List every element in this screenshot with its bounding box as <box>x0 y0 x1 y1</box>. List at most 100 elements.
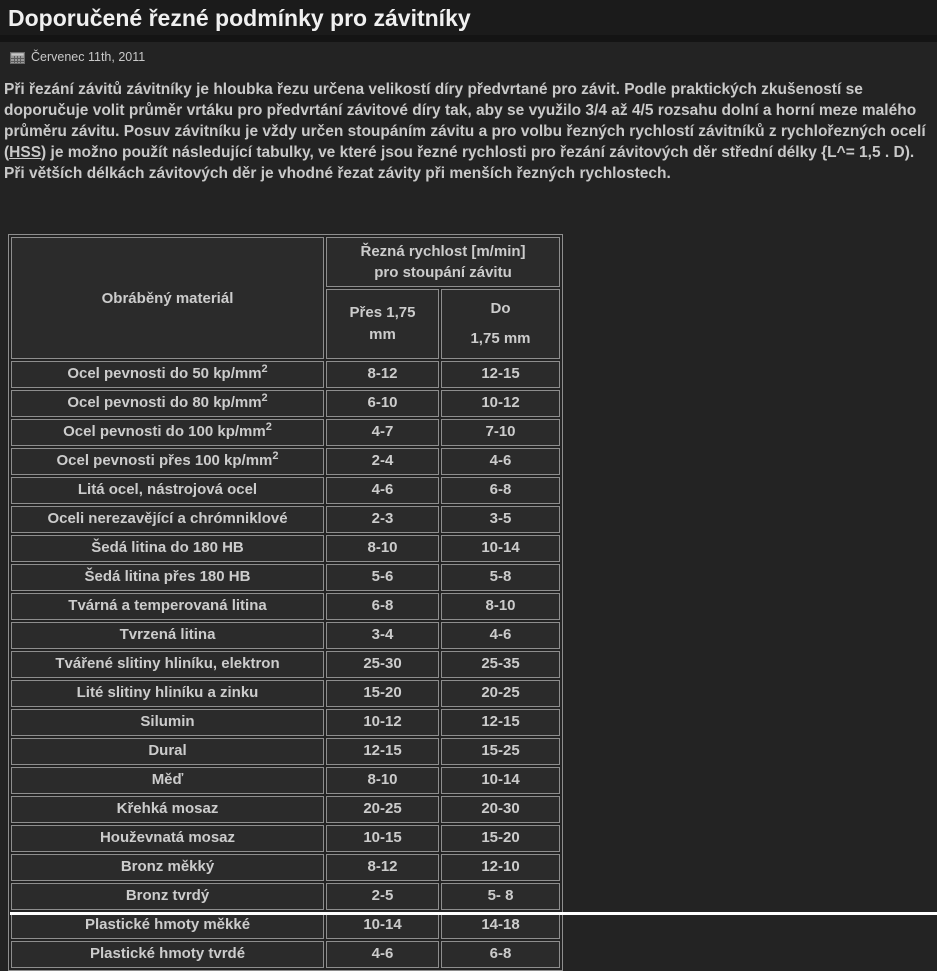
speed-under-cell: 12-10 <box>441 854 560 881</box>
table-row: Tvářené slitiny hliníku, elektron 25-30 25… <box>11 651 560 678</box>
cutting-speed-table: Obráběný materiál Řezná rychlost [m/min]… <box>8 234 563 971</box>
material-label: Plastické hmoty tvrdé <box>89 945 246 962</box>
speed-over-cell: 8-10 <box>326 767 439 794</box>
speed-over-cell: 2-4 <box>326 448 439 475</box>
intro-text-after-link: ) je možno použít následující tabulky, v… <box>4 144 915 182</box>
speed-over-cell: 2-3 <box>326 506 439 533</box>
table-row: Křehká mosaz 20-25 20-30 <box>11 796 560 823</box>
speed-under-cell: 10-12 <box>441 390 560 417</box>
material-cell: Silumin <box>11 709 324 736</box>
material-superscript: 2 <box>265 421 272 433</box>
material-label: Silumin <box>140 713 195 730</box>
table-row: Plastické hmoty měkké 10-14 14-18 <box>11 912 560 939</box>
material-label: Ocel pevnosti do 100 kp/mm <box>63 423 266 440</box>
table-row: Oceli nerezavějící a chrómniklové 2-3 3-5 <box>11 506 560 533</box>
table-row: Tvrzená litina 3-4 4-6 <box>11 622 560 649</box>
speed-over-cell: 5-6 <box>326 564 439 591</box>
speed-under-cell: 8-10 <box>441 593 560 620</box>
speed-under-cell: 5-8 <box>441 564 560 591</box>
table-body: Ocel pevnosti do 50 kp/mm2 8-12 12-15 Ocel … <box>11 361 560 968</box>
table-row: Ocel pevnosti přes 100 kp/mm2 2-4 4-6 <box>11 448 560 475</box>
material-cell: Lité slitiny hliníku a zinku <box>11 680 324 707</box>
speed-over-cell: 10-14 <box>326 912 439 939</box>
material-label: Měď <box>151 771 184 788</box>
speed-over-cell: 25-30 <box>326 651 439 678</box>
material-cell: Tvrzená litina <box>11 622 324 649</box>
speed-under-cell: 25-35 <box>441 651 560 678</box>
material-cell: Křehká mosaz <box>11 796 324 823</box>
table-header-row-1: Obráběný materiál Řezná rychlost [m/min]… <box>11 237 560 359</box>
material-label: Oceli nerezavějící a chrómniklové <box>47 510 288 527</box>
material-label: Ocel pevnosti do 80 kp/mm <box>67 394 262 411</box>
material-cell: Tvářené slitiny hliníku, elektron <box>11 651 324 678</box>
table-header-row-2: Přes 1,75 mm Do 1,75 mm <box>11 289 560 359</box>
intro-text-before-link: Při řezání závitů závitníky je hloubka ř… <box>4 81 926 161</box>
table-row: Dural 12-15 15-25 <box>11 738 560 765</box>
material-superscript: 2 <box>272 450 279 462</box>
speed-under-cell: 20-30 <box>441 796 560 823</box>
table-row: Bronz měkký 8-12 12-10 <box>11 854 560 881</box>
table-row: Šedá litina do 180 HB 8-10 10-14 <box>11 535 560 562</box>
speed-under-cell: 10-14 <box>441 535 560 562</box>
table-row: Tvárná a temperovaná litina 6-8 8-10 <box>11 593 560 620</box>
material-cell: Plastické hmoty měkké <box>11 912 324 939</box>
speed-under-cell: 7-10 <box>441 419 560 446</box>
col-header-over-pitch: Přes 1,75 mm <box>326 289 439 359</box>
material-label: Bronz tvrdý <box>125 887 210 904</box>
speed-under-cell: 12-15 <box>441 361 560 388</box>
speed-under-cell: 5- 8 <box>441 883 560 910</box>
material-cell: Plastické hmoty tvrdé <box>11 941 324 968</box>
speed-under-cell: 6-8 <box>441 941 560 968</box>
speed-over-cell: 3-4 <box>326 622 439 649</box>
speed-under-cell: 15-20 <box>441 825 560 852</box>
material-cell: Bronz měkký <box>11 854 324 881</box>
material-label: Houževnatá mosaz <box>99 829 236 846</box>
material-superscript: 2 <box>261 392 268 404</box>
speed-over-cell: 8-10 <box>326 535 439 562</box>
table-row: Lité slitiny hliníku a zinku 15-20 20-25 <box>11 680 560 707</box>
material-cell: Měď <box>11 767 324 794</box>
material-label: Tvrzená litina <box>119 626 216 643</box>
material-label: Lité slitiny hliníku a zinku <box>76 684 259 701</box>
calendar-icon <box>10 51 25 64</box>
speed-under-cell: 20-25 <box>441 680 560 707</box>
speed-over-cell: 20-25 <box>326 796 439 823</box>
material-label: Ocel pevnosti do 50 kp/mm <box>67 365 262 382</box>
table-row: Měď 8-10 10-14 <box>11 767 560 794</box>
speed-over-cell: 4-7 <box>326 419 439 446</box>
speed-under-cell: 15-25 <box>441 738 560 765</box>
hss-link[interactable]: HSS <box>9 144 42 161</box>
speed-over-cell: 8-12 <box>326 361 439 388</box>
table-row: Silumin 10-12 12-15 <box>11 709 560 736</box>
table-row: Plastické hmoty tvrdé 4-6 6-8 <box>11 941 560 968</box>
speed-over-cell: 12-15 <box>326 738 439 765</box>
speed-over-cell: 6-10 <box>326 390 439 417</box>
speed-over-cell: 10-15 <box>326 825 439 852</box>
material-label: Litá ocel, nástrojová ocel <box>77 481 258 498</box>
speed-over-cell: 8-12 <box>326 854 439 881</box>
material-cell: Ocel pevnosti přes 100 kp/mm2 <box>11 448 324 475</box>
speed-over-cell: 15-20 <box>326 680 439 707</box>
speed-under-cell: 3-5 <box>441 506 560 533</box>
speed-under-cell: 10-14 <box>441 767 560 794</box>
material-superscript: 2 <box>261 363 268 375</box>
material-cell: Houževnatá mosaz <box>11 825 324 852</box>
table-row: Bronz tvrdý 2-5 5- 8 <box>11 883 560 910</box>
material-cell: Bronz tvrdý <box>11 883 324 910</box>
material-cell: Ocel pevnosti do 100 kp/mm2 <box>11 419 324 446</box>
material-cell: Dural <box>11 738 324 765</box>
material-label: Ocel pevnosti přes 100 kp/mm <box>56 452 273 469</box>
bottom-white-strip <box>10 912 937 915</box>
table-row: Ocel pevnosti do 50 kp/mm2 8-12 12-15 <box>11 361 560 388</box>
speed-over-cell: 4-6 <box>326 941 439 968</box>
speed-under-cell: 14-18 <box>441 912 560 939</box>
material-label: Tvářené slitiny hliníku, elektron <box>55 655 280 672</box>
article-header: Doporučené řezné podmínky pro závitníky <box>0 0 937 42</box>
speed-under-cell: 12-15 <box>441 709 560 736</box>
speed-over-cell: 2-5 <box>326 883 439 910</box>
page-title: Doporučené řezné podmínky pro závitníky <box>8 5 471 31</box>
speed-under-cell: 6-8 <box>441 477 560 504</box>
material-label: Dural <box>148 742 187 759</box>
material-cell: Ocel pevnosti do 50 kp/mm2 <box>11 361 324 388</box>
material-cell: Litá ocel, nástrojová ocel <box>11 477 324 504</box>
